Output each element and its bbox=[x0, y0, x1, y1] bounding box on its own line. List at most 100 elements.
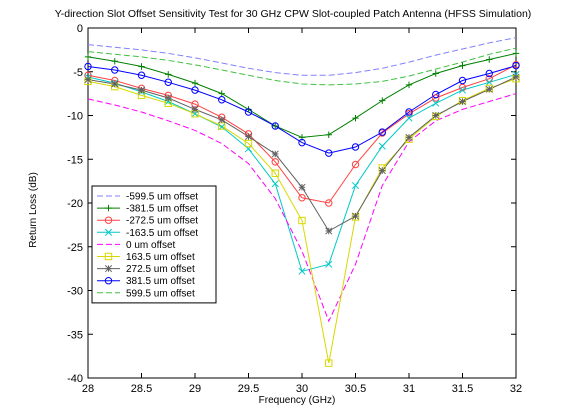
data-point-2-8 bbox=[298, 194, 306, 202]
data-point-2-7 bbox=[271, 158, 279, 166]
data-point-7-2 bbox=[137, 71, 146, 79]
x-tick-label: 30 bbox=[296, 383, 308, 395]
legend-label-2: -272.5 um offset bbox=[126, 216, 198, 227]
data-point-6-15 bbox=[485, 85, 493, 93]
data-point-1-7 bbox=[272, 122, 279, 130]
x-tick-label: 28.5 bbox=[131, 383, 152, 395]
data-point-6-2 bbox=[137, 86, 146, 94]
data-point-7-11 bbox=[378, 128, 386, 136]
y-tick-label: -10 bbox=[67, 111, 83, 123]
data-point-6-3 bbox=[164, 94, 172, 102]
data-point-3-9 bbox=[325, 260, 333, 268]
data-point-7-15 bbox=[485, 69, 493, 78]
data-point-6-16 bbox=[512, 73, 520, 81]
data-point-1-11 bbox=[379, 97, 386, 104]
data-point-5-7 bbox=[271, 169, 279, 177]
data-point-7-5 bbox=[218, 96, 226, 104]
data-point-7-10 bbox=[351, 143, 360, 151]
legend-label-8: 599.5 um offset bbox=[126, 288, 195, 299]
y-tick-label: -35 bbox=[67, 329, 83, 341]
data-point-2-9 bbox=[325, 199, 333, 207]
y-tick-label: -40 bbox=[67, 373, 83, 385]
data-point-7-8 bbox=[298, 138, 306, 147]
legend-label-6: 272.5 um offset bbox=[126, 264, 195, 275]
data-point-1-16 bbox=[512, 50, 520, 57]
data-point-6-5 bbox=[218, 116, 226, 124]
axis-ticks: 28 28.5 29 29.5 30 30.5 31 31.5 32 0 -5 -10 -15 -20 -2… bbox=[67, 23, 522, 395]
legend-label-5: 163.5 um offset bbox=[126, 252, 195, 263]
data-point-1-12 bbox=[405, 81, 413, 89]
y-tick-label: -30 bbox=[67, 286, 83, 298]
legend-label-3: -163.5 um offset bbox=[126, 228, 198, 239]
data-point-7-13 bbox=[432, 90, 440, 99]
data-point-7-6 bbox=[244, 108, 253, 116]
data-point-1-0 bbox=[84, 53, 92, 61]
y-tick-label: -25 bbox=[67, 242, 83, 254]
data-point-3-10 bbox=[351, 181, 360, 190]
x-tick-label: 30.5 bbox=[345, 383, 366, 395]
data-point-1-5 bbox=[218, 90, 225, 97]
data-point-7-0 bbox=[84, 62, 92, 71]
data-point-6-7 bbox=[271, 150, 279, 158]
legend-marker-3 bbox=[104, 228, 113, 236]
data-point-1-10 bbox=[352, 114, 359, 122]
y-tick-label: -15 bbox=[67, 154, 83, 166]
legend: -599.5 um offset-381.5 um offset-272.5 u… bbox=[91, 185, 217, 304]
data-point-3-14 bbox=[458, 86, 467, 94]
legend-label-1: -381.5 um offset bbox=[126, 204, 198, 215]
x-tick-label: 29.5 bbox=[238, 383, 259, 395]
data-point-7-16 bbox=[512, 61, 520, 70]
data-point-3-13 bbox=[432, 99, 440, 107]
y-tick-label: 0 bbox=[77, 23, 83, 35]
legend-marker-5 bbox=[104, 252, 113, 261]
legend-marker-2 bbox=[104, 216, 113, 224]
data-point-1-3 bbox=[165, 71, 172, 78]
legend-box bbox=[91, 185, 217, 304]
data-point-6-12 bbox=[405, 133, 413, 141]
series-line-2 bbox=[87, 64, 517, 204]
data-point-6-0 bbox=[84, 76, 92, 84]
data-point-6-4 bbox=[191, 105, 199, 113]
legend-label-4: 0 um offset bbox=[126, 240, 176, 251]
data-point-6-11 bbox=[378, 167, 386, 175]
data-point-7-3 bbox=[164, 78, 172, 86]
data-point-7-4 bbox=[191, 86, 199, 94]
data-point-6-6 bbox=[244, 132, 253, 141]
series-line-7 bbox=[87, 65, 517, 154]
data-point-5-6 bbox=[244, 139, 253, 148]
data-point-1-9 bbox=[325, 131, 332, 138]
legend-label-7: 381.5 um offset bbox=[126, 276, 195, 287]
data-point-2-10 bbox=[351, 160, 360, 169]
legend-marker-6 bbox=[104, 265, 113, 273]
series-line-4 bbox=[87, 93, 517, 323]
data-point-7-12 bbox=[405, 108, 413, 116]
y-tick-label: -5 bbox=[73, 67, 83, 79]
data-point-1-15 bbox=[486, 56, 493, 63]
legend-marker-7 bbox=[104, 277, 113, 285]
data-point-3-8 bbox=[298, 267, 306, 275]
data-point-6-10 bbox=[351, 212, 360, 220]
data-point-1-1 bbox=[111, 58, 118, 65]
legend-marker-1 bbox=[105, 204, 112, 212]
y-tick-label: -20 bbox=[67, 198, 83, 210]
data-point-2-13 bbox=[432, 94, 440, 102]
data-point-7-1 bbox=[111, 66, 119, 74]
data-point-6-1 bbox=[111, 80, 119, 88]
legend-label-0: -599.5 um offset bbox=[126, 192, 198, 203]
data-point-3-12 bbox=[405, 114, 413, 122]
data-point-3-3 bbox=[164, 97, 172, 106]
x-tick-label: 28 bbox=[82, 383, 94, 395]
data-point-6-9 bbox=[325, 227, 333, 235]
data-point-7-14 bbox=[458, 76, 467, 85]
chart-title: Y-direction Slot Offset Sensitivity Test… bbox=[55, 8, 532, 20]
x-tick-label: 32 bbox=[510, 383, 522, 395]
series-line-8 bbox=[87, 47, 517, 86]
data-point-3-7 bbox=[271, 180, 279, 188]
data-point-5-9 bbox=[325, 359, 333, 367]
y-axis-title: Return Loss (dB) bbox=[28, 172, 39, 248]
data-point-7-9 bbox=[325, 149, 333, 157]
x-tick-label: 29 bbox=[189, 383, 201, 395]
x-tick-label: 31 bbox=[403, 383, 415, 395]
data-point-1-13 bbox=[432, 70, 439, 77]
data-point-1-2 bbox=[138, 63, 145, 70]
